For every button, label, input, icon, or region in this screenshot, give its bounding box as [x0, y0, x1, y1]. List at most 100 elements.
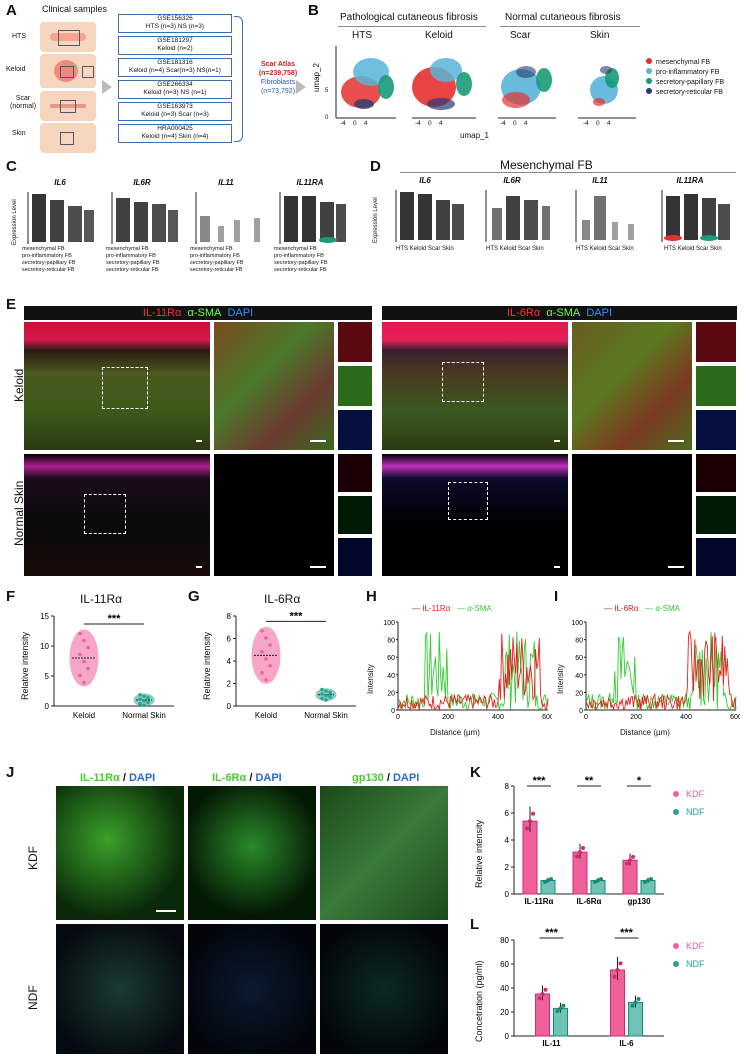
g-ylabel: Relative intensity — [202, 631, 212, 700]
data-point — [561, 1003, 566, 1008]
dataset-box-6: HRA000425 Keloid (n=4) Skin (n=4) — [118, 124, 232, 143]
panel-label-g: G — [188, 588, 200, 605]
e-skin-il6-blue — [696, 538, 736, 576]
y-tick-label: 80 — [500, 936, 509, 945]
umap-ytick-1: 5 — [325, 88, 329, 94]
j-kdf-gp130 — [320, 786, 448, 920]
x-tick-label: 600 — [730, 714, 740, 721]
e-keloid-il6-overview — [382, 322, 568, 450]
sample-keloid-illustration — [40, 54, 96, 88]
y-tick-label: 6 — [227, 635, 232, 644]
x-tick-label: 0 — [396, 714, 400, 721]
panel-label-c: C — [6, 158, 17, 175]
series-α-SMA — [397, 631, 549, 711]
e-skin-il6-green — [696, 496, 736, 534]
umap-xticks-3: -4 0 4 — [500, 120, 528, 127]
legend-marker — [673, 809, 679, 815]
legend-marker — [673, 943, 679, 949]
umap-xticks-4: -4 0 4 — [583, 120, 611, 127]
sig-label: *** — [108, 613, 122, 625]
c-gene-3: IL11 — [218, 178, 234, 187]
y-tick-label: 2 — [227, 680, 232, 689]
y-tick-label: 40 — [387, 673, 395, 680]
sig-label: *** — [545, 927, 559, 939]
sig-label: *** — [290, 610, 304, 622]
row-label-skin: Skin — [12, 130, 26, 137]
umap-legend: mesenchymal FB pro-inflammatory FB secre… — [646, 58, 724, 98]
data-point — [618, 961, 623, 966]
data-point — [264, 657, 268, 661]
data-point — [86, 645, 90, 650]
y-tick-label: 80 — [575, 638, 583, 645]
y-tick-label: 5 — [45, 672, 50, 681]
data-point — [636, 997, 641, 1002]
sample-skin-illustration — [40, 123, 96, 153]
h-ylabel: Intensity — [366, 664, 375, 694]
h-legend: — IL-11Rα — α-SMA — [412, 604, 492, 613]
c-gene-1: IL6 — [54, 178, 66, 187]
l-chart: 0 20 40 60 80 IL-11 *** IL-6 *** KDF NDF — [500, 927, 705, 1048]
e-keloid-il11-red — [338, 322, 372, 362]
data-point — [264, 636, 268, 640]
data-point — [596, 878, 600, 883]
y-tick-label: 6 — [505, 809, 510, 818]
y-tick-label: 0 — [505, 1032, 510, 1041]
data-point — [558, 1006, 563, 1011]
bracket — [234, 16, 243, 142]
bar-KDF-IL-6 — [610, 969, 625, 1037]
legend-label: NDF — [686, 959, 705, 969]
data-point — [86, 666, 90, 671]
y-tick-label: 8 — [505, 782, 510, 791]
e-keloid-il6-red — [696, 322, 736, 362]
k-ylabel: Relative intensity — [474, 819, 484, 888]
j-kdf-il6 — [188, 786, 316, 920]
umap-xticks-1: -4 0 4 — [340, 120, 368, 127]
c-cats-3: mesenchymal FB pro-inflammatory FB secreto… — [190, 246, 244, 273]
y-tick-label: 0 — [391, 708, 395, 715]
data-point — [328, 695, 332, 699]
e-skin-il6-overview — [382, 454, 568, 576]
e-skin-il11-red — [338, 454, 372, 492]
e-keloid-il6-zoom — [572, 322, 692, 450]
x-tick-label: Normal Skin — [122, 711, 166, 720]
j-col-1: IL-11Rα / DAPI — [80, 772, 156, 784]
g-title: IL-6Rα — [264, 592, 301, 606]
group-normal: Normal cutaneous fibrosis — [505, 12, 621, 23]
data-point — [593, 879, 597, 884]
y-tick-label: 100 — [571, 620, 583, 627]
c-cats-1: mesenchymal FB pro-inflammatory FB secreto… — [22, 246, 76, 273]
data-point — [324, 693, 328, 698]
e-left-title: IL-11Rα α-SMA DAPI — [24, 306, 372, 320]
data-point — [531, 811, 535, 816]
y-tick-label: 4 — [505, 836, 510, 845]
data-point — [543, 879, 547, 884]
y-tick-label: 0 — [579, 708, 583, 715]
violin-plots-d — [395, 190, 730, 242]
data-point — [581, 845, 585, 850]
y-tick-label: 60 — [500, 960, 509, 969]
data-point — [82, 659, 86, 664]
data-point — [537, 996, 542, 1001]
c-gene-2: IL6R — [133, 178, 151, 187]
panel-label-j: J — [6, 764, 15, 781]
panel-label-d: D — [370, 158, 381, 175]
panel-label-b: B — [308, 2, 319, 19]
f-chart: 0 5 10 15 Keloid Normal Skin *** — [40, 612, 174, 720]
sig-label: *** — [533, 775, 547, 787]
legend-label: KDF — [686, 941, 705, 951]
y-tick-label: 15 — [40, 612, 49, 621]
panel-label-f: F — [6, 588, 16, 605]
panel-a-title: Clinical samples — [42, 4, 108, 14]
data-point — [643, 879, 647, 884]
y-tick-label: 2 — [505, 863, 510, 872]
series-IL-11Rα — [397, 633, 549, 712]
umap-ytick-0: 0 — [325, 115, 329, 121]
arrow-right-icon-2 — [296, 80, 306, 94]
data-point — [82, 638, 86, 643]
data-point — [578, 850, 582, 855]
sig-label: * — [637, 775, 642, 787]
c-cats-2: mesenchymal FB pro-inflammatory FB secreto… — [106, 246, 160, 273]
y-tick-label: 20 — [575, 690, 583, 697]
data-point — [78, 631, 82, 636]
bar-NDF-gp130 — [640, 880, 656, 895]
